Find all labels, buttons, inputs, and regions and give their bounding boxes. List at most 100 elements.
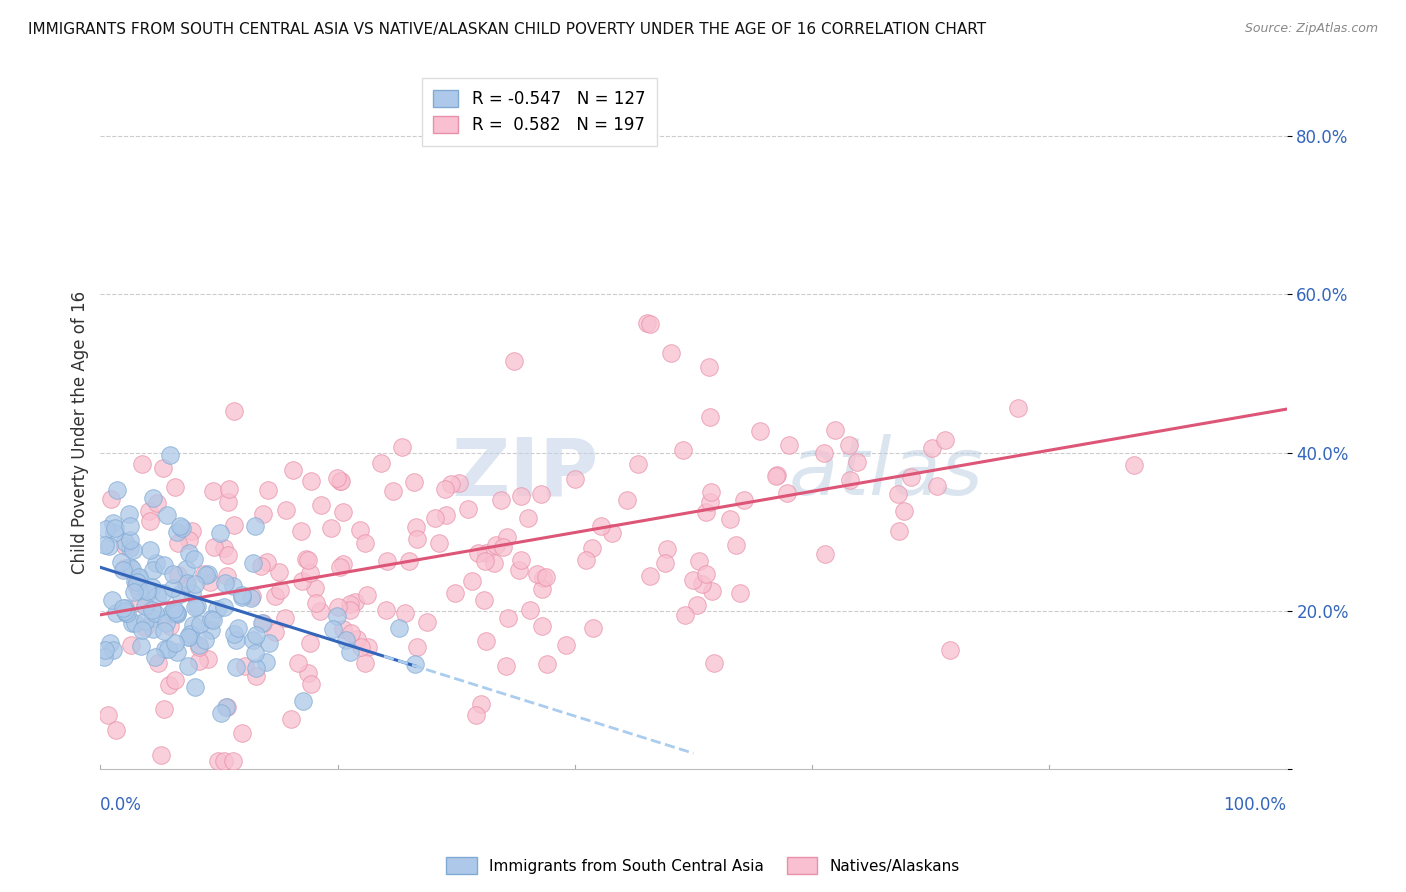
- Point: [179, 533, 201, 548]
- Point: [887, 487, 910, 501]
- Point: [340, 626, 363, 640]
- Point: [166, 607, 188, 622]
- Point: [814, 547, 837, 561]
- Point: [155, 615, 177, 630]
- Point: [114, 561, 136, 575]
- Point: [434, 483, 457, 497]
- Point: [728, 585, 751, 599]
- Point: [197, 567, 219, 582]
- Point: [149, 747, 172, 762]
- Point: [208, 526, 231, 541]
- Point: [465, 708, 488, 723]
- Point: [200, 575, 222, 590]
- Point: [142, 563, 165, 577]
- Point: [245, 661, 267, 675]
- Text: IMMIGRANTS FROM SOUTH CENTRAL ASIA VS NATIVE/ALASKAN CHILD POVERTY UNDER THE AGE: IMMIGRANTS FROM SOUTH CENTRAL ASIA VS NA…: [28, 22, 986, 37]
- Point: [536, 657, 558, 671]
- Point: [212, 754, 235, 768]
- Point: [627, 458, 650, 472]
- Point: [509, 553, 531, 567]
- Point: [141, 602, 163, 616]
- Point: [170, 521, 193, 535]
- Point: [699, 359, 721, 374]
- Point: [207, 601, 229, 615]
- Point: [839, 474, 862, 488]
- Point: [200, 624, 222, 638]
- Point: [235, 659, 257, 673]
- Point: [104, 606, 127, 620]
- Point: [103, 516, 125, 530]
- Point: [636, 316, 658, 330]
- Point: [131, 457, 153, 471]
- Point: [472, 592, 495, 607]
- Point: [125, 574, 148, 589]
- Point: [222, 578, 245, 592]
- Point: [156, 642, 179, 657]
- Point: [181, 524, 204, 538]
- Point: [406, 532, 429, 546]
- Point: [222, 518, 245, 533]
- Point: [276, 503, 298, 517]
- Point: [517, 511, 540, 525]
- Point: [174, 577, 197, 591]
- Point: [122, 542, 145, 557]
- Text: 100.0%: 100.0%: [1223, 796, 1286, 814]
- Point: [295, 552, 318, 566]
- Point: [153, 642, 176, 657]
- Point: [215, 700, 238, 714]
- Point: [179, 626, 201, 640]
- Point: [243, 646, 266, 660]
- Point: [357, 640, 380, 654]
- Point: [339, 603, 361, 617]
- Point: [502, 354, 524, 368]
- Point: [485, 538, 508, 552]
- Point: [254, 655, 277, 669]
- Point: [124, 574, 146, 588]
- Point: [581, 541, 603, 556]
- Point: [394, 606, 416, 620]
- Point: [440, 476, 463, 491]
- Point: [415, 615, 437, 629]
- Point: [375, 554, 398, 568]
- Point: [382, 484, 405, 499]
- Point: [824, 424, 846, 438]
- Point: [589, 518, 612, 533]
- Point: [197, 652, 219, 666]
- Point: [207, 754, 229, 768]
- Point: [308, 604, 330, 618]
- Point: [200, 612, 222, 626]
- Point: [176, 576, 198, 591]
- Point: [187, 654, 209, 668]
- Point: [672, 443, 695, 458]
- Point: [114, 604, 136, 618]
- Point: [356, 588, 378, 602]
- Point: [934, 433, 956, 447]
- Point: [332, 622, 354, 636]
- Point: [231, 726, 253, 740]
- Point: [242, 633, 264, 648]
- Point: [134, 620, 156, 634]
- Point: [332, 557, 354, 571]
- Point: [166, 524, 188, 539]
- Point: [475, 633, 498, 648]
- Point: [329, 474, 352, 488]
- Point: [725, 538, 748, 552]
- Point: [457, 502, 479, 516]
- Point: [765, 468, 787, 483]
- Point: [530, 487, 553, 501]
- Text: Source: ZipAtlas.com: Source: ZipAtlas.com: [1244, 22, 1378, 36]
- Point: [661, 345, 683, 359]
- Point: [217, 548, 239, 562]
- Point: [166, 606, 188, 620]
- Point: [114, 601, 136, 615]
- Point: [98, 636, 121, 650]
- Point: [231, 590, 253, 604]
- Text: ZIP: ZIP: [451, 434, 599, 512]
- Point: [127, 570, 149, 584]
- Point: [117, 607, 139, 621]
- Point: [181, 586, 204, 600]
- Point: [405, 520, 427, 534]
- Y-axis label: Child Poverty Under the Age of 16: Child Poverty Under the Age of 16: [72, 292, 89, 574]
- Point: [638, 568, 661, 582]
- Point: [142, 622, 165, 636]
